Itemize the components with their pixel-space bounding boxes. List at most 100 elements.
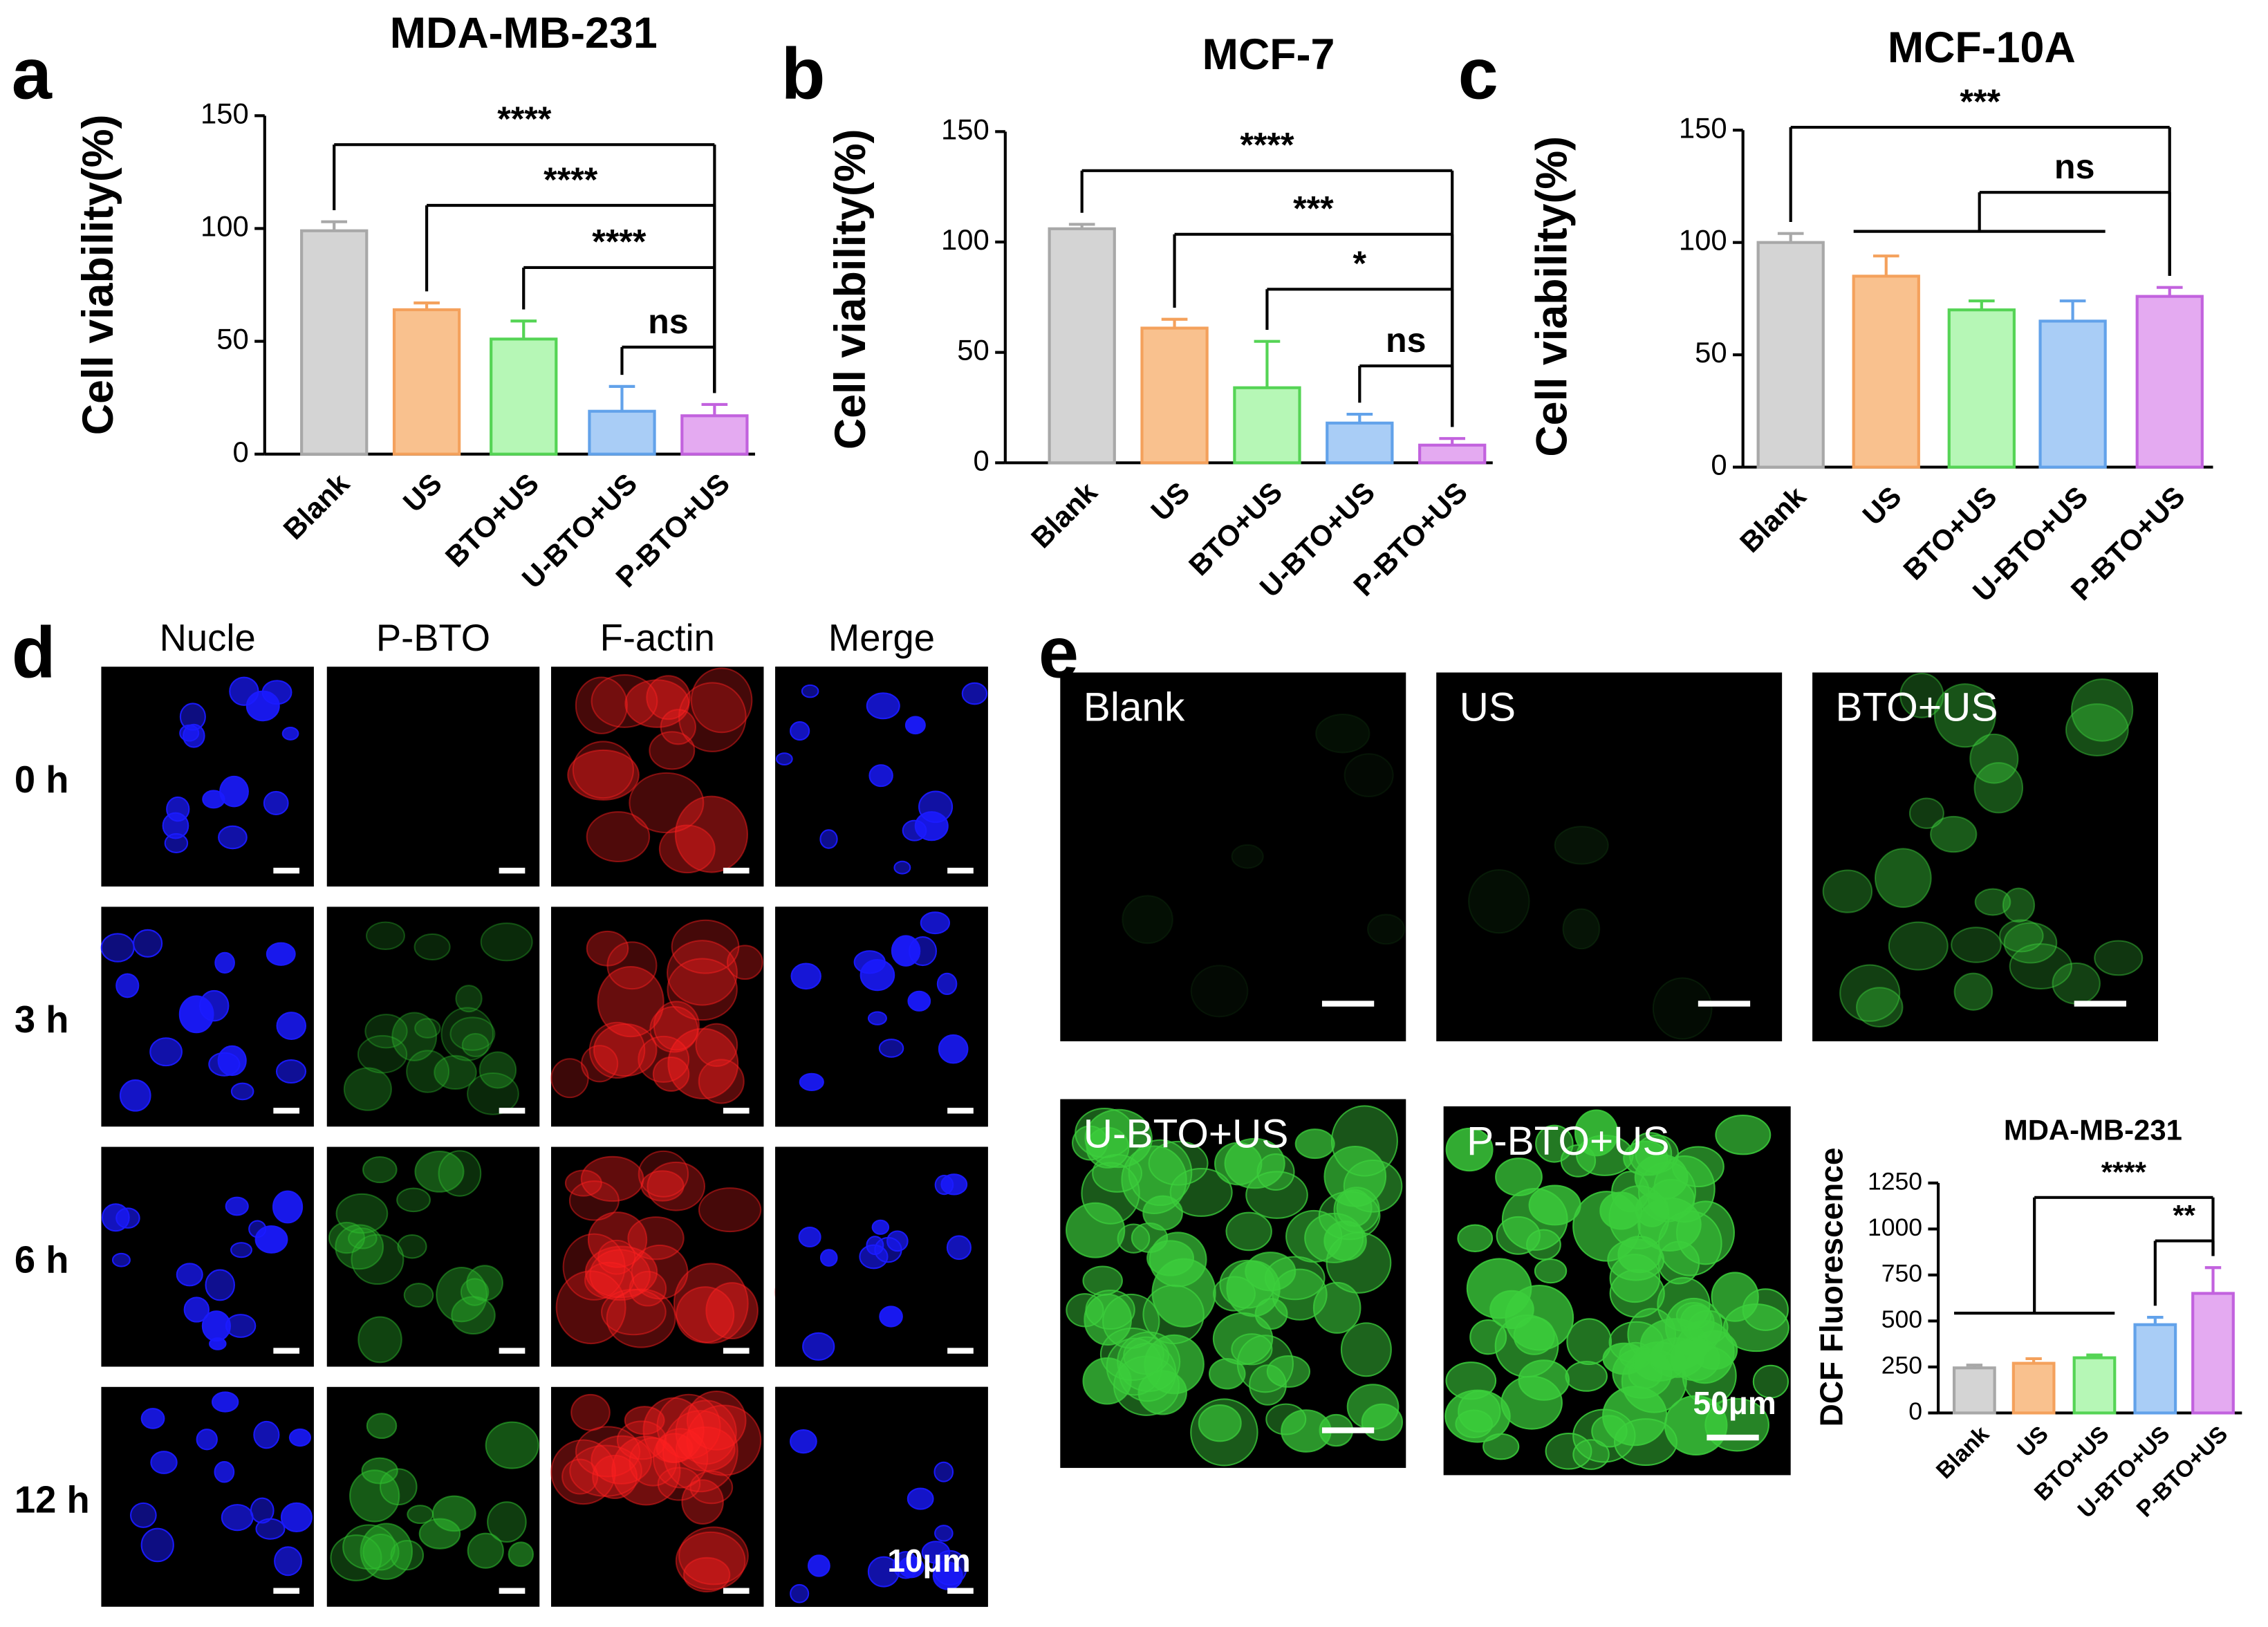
cell [581, 1045, 619, 1083]
cell [597, 1239, 636, 1275]
micrograph [326, 907, 540, 1127]
cell [1974, 888, 2011, 916]
cell [853, 950, 886, 974]
cell [1951, 927, 2002, 963]
significance-label: ns [2054, 147, 2095, 186]
cell [460, 1278, 490, 1306]
y-tick-label: 500 [1881, 1305, 1922, 1333]
scale-bar-label: 50μm [1693, 1385, 1776, 1421]
cell [129, 1502, 157, 1528]
bar [1326, 421, 1394, 465]
cell [480, 922, 533, 962]
panel-letter: b [781, 34, 826, 115]
cell [1874, 848, 1932, 909]
cell [588, 1021, 646, 1079]
cell [657, 1467, 701, 1501]
cell [1099, 1327, 1164, 1382]
x-tick-label: Blank [277, 467, 355, 546]
cell [606, 941, 658, 990]
cell [656, 1393, 721, 1460]
cell [934, 1525, 954, 1542]
cell [351, 1234, 405, 1285]
y-tick-label: 0 [1908, 1397, 1922, 1425]
scale-bar [947, 1108, 974, 1114]
significance-label: **** [1240, 126, 1294, 165]
cell [775, 752, 793, 766]
cell [649, 1005, 699, 1053]
scale-bar [499, 1588, 526, 1594]
cell [567, 749, 640, 801]
cell [407, 1505, 434, 1525]
cell [676, 1286, 735, 1344]
cell [638, 1150, 689, 1198]
scale-bar [1707, 1434, 1759, 1441]
y-tick-label: 1250 [1868, 1167, 1922, 1195]
cell [790, 721, 810, 741]
scale-bar [947, 1348, 974, 1354]
y-tick-label: 50 [216, 323, 249, 355]
cell [211, 1391, 239, 1413]
cell [2009, 943, 2072, 989]
cell [176, 1263, 203, 1287]
cell [550, 1058, 589, 1099]
panel-letter: d [12, 612, 56, 693]
cell [726, 945, 763, 980]
cell [646, 675, 691, 720]
cell [362, 1156, 398, 1184]
bar [2038, 319, 2107, 469]
cell [1122, 895, 1173, 945]
cell [592, 1454, 638, 1499]
cell [1617, 1236, 1662, 1274]
cell [140, 1527, 174, 1563]
cell [790, 1583, 810, 1603]
significance-label: **** [592, 223, 647, 261]
cell [662, 1410, 738, 1493]
cell [225, 1196, 249, 1216]
cell [272, 1190, 304, 1224]
cell [1361, 1403, 1404, 1441]
scale-bar [947, 867, 974, 874]
cell [280, 1502, 313, 1533]
cell [379, 1468, 418, 1506]
cell [1326, 1231, 1392, 1294]
bar [2191, 1292, 2235, 1415]
cell [100, 933, 135, 963]
cell [624, 679, 690, 728]
cell [898, 1556, 924, 1579]
bar [2135, 295, 2204, 469]
y-tick-label: 750 [1881, 1259, 1922, 1287]
y-tick-label: 150 [941, 113, 989, 145]
cell [205, 1269, 235, 1301]
cell [133, 929, 163, 958]
y-tick-label: 50 [957, 334, 989, 366]
cell [434, 1054, 477, 1090]
chart-title: MDA-MB-231 [2004, 1114, 2182, 1146]
cell [1973, 762, 2024, 814]
cell [183, 1296, 210, 1323]
cell [2070, 678, 2134, 742]
row-label: 12 h [15, 1478, 90, 1521]
y-tick-label: 0 [974, 444, 989, 476]
cell [255, 1518, 286, 1540]
scale-bar [1698, 1001, 1751, 1007]
cell [638, 1035, 690, 1083]
cell [674, 795, 749, 873]
cell [867, 1556, 900, 1588]
cell [179, 724, 200, 742]
cell [1566, 1318, 1612, 1366]
cell [1455, 1409, 1493, 1439]
cell [1445, 1127, 1494, 1172]
bar [1852, 275, 1920, 469]
cell [936, 972, 958, 995]
cell [487, 1501, 527, 1543]
cell [879, 1305, 903, 1328]
y-tick-label: 0 [1711, 449, 1727, 481]
cell [230, 1082, 254, 1101]
cell [807, 1554, 830, 1577]
cell [1839, 964, 1901, 1022]
cell [1908, 797, 1944, 829]
significance-label: *** [1293, 189, 1334, 228]
scale-bar [1321, 1427, 1375, 1433]
cell [678, 682, 747, 752]
cell [414, 1018, 441, 1039]
